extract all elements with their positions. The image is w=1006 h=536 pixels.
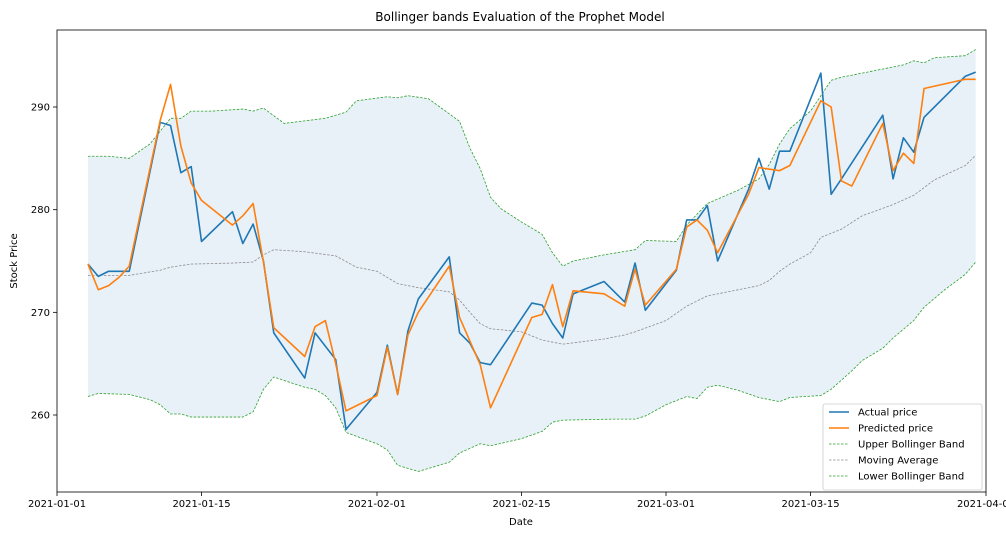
x-tick-label: 2021-01-15 (172, 499, 230, 510)
x-tick-label: 2021-02-01 (348, 499, 406, 510)
y-tick-label: 280 (31, 205, 50, 216)
series-line-predicted-price (87, 78, 976, 412)
x-tick-label: 2021-02-15 (492, 499, 550, 510)
y-tick-label: 260 (31, 411, 50, 422)
y-tick-label: 270 (31, 308, 50, 319)
series-line-actual-price (87, 71, 976, 431)
series-layer (87, 49, 976, 472)
x-tick-label: 2021-03-01 (637, 499, 695, 510)
x-axis-label: Date (509, 517, 533, 528)
legend-label-actual-price: Actual price (858, 408, 917, 419)
x-tick-label: 2021-04-01 (957, 499, 1006, 510)
x-axis: 2021-01-01 2021-01-15 2021-02-01 2021-02-15… (28, 492, 1006, 510)
legend-label-lower-bollinger-band: Lower Bollinger Band (858, 472, 964, 483)
x-tick-label: 2021-03-15 (781, 499, 839, 510)
y-axis-label: Stock Price (9, 233, 20, 288)
chart-title: Bollinger bands Evaluation of the Prophe… (375, 10, 664, 24)
bollinger-band-fill (87, 49, 976, 472)
legend: Actual price Predicted price Upper Bolling… (822, 403, 983, 491)
legend-label-moving-average: Moving Average (858, 456, 938, 467)
legend-label-upper-bollinger-band: Upper Bollinger Band (858, 440, 965, 451)
y-tick-label: 290 (31, 103, 50, 114)
x-tick-label: 2021-01-01 (28, 499, 86, 510)
series-line-lower-bollinger-band (87, 261, 976, 472)
legend-box (822, 403, 983, 491)
legend-label-predicted-price: Predicted price (858, 424, 933, 435)
y-axis: 260 270 280 290 (31, 103, 57, 422)
series-line-upper-bollinger-band (87, 49, 976, 267)
